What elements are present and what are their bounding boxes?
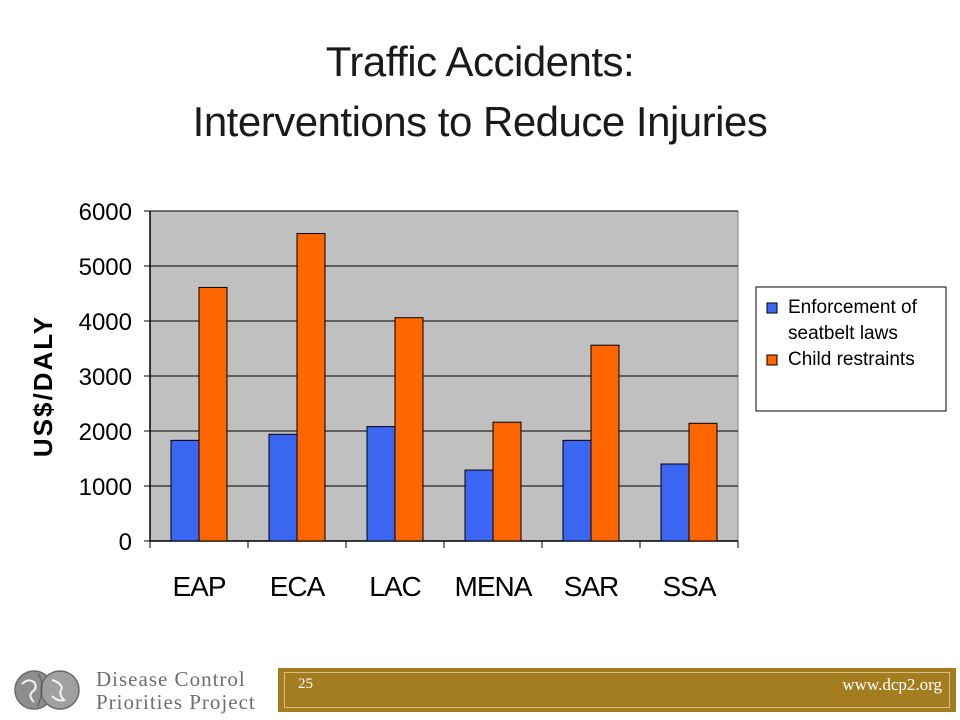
logo-line-2: Priorities Project	[96, 690, 256, 714]
y-tick-label: 3000	[79, 364, 132, 391]
x-tick-label: ECA	[270, 571, 326, 602]
bar-mena-series-1	[464, 469, 494, 542]
legend-swatch-series-2	[766, 354, 778, 366]
x-tick-label: EAP	[172, 571, 225, 602]
y-tick-label: 0	[119, 529, 132, 556]
x-tick-label: SSA	[662, 571, 716, 602]
x-tick-label: SAR	[564, 571, 619, 602]
logo-text: Disease Control Priorities Project	[96, 668, 256, 714]
x-tick-label: LAC	[369, 571, 421, 602]
bar-ssa-series-2	[688, 422, 718, 542]
bar-chart: 0 1000 2000 3000 4000 5000 6000 EAP ECA LAC MENA SA…	[28, 199, 947, 602]
page-number: 25	[298, 676, 313, 692]
bar-mena-series-2	[492, 421, 522, 542]
bar-sar-series-1	[562, 439, 592, 542]
site-url[interactable]: www.dcp2.org	[842, 675, 942, 694]
bar-ssa-series-1	[660, 463, 690, 542]
legend-box	[755, 286, 947, 412]
legend-swatch-series-1	[766, 302, 778, 314]
y-tick-label: 2000	[79, 419, 132, 446]
dcpp-logo: Disease Control Priorities Project	[8, 662, 278, 718]
legend-label-series-2: Child restraints	[788, 349, 915, 370]
globe-logo-icon	[14, 670, 80, 710]
y-tick-label: 4000	[79, 309, 132, 336]
y-tick-label: 6000	[79, 199, 132, 226]
bar-lac-series-2	[394, 317, 424, 542]
bar-eca-series-1	[268, 433, 298, 542]
bar-sar-series-2	[590, 344, 620, 542]
legend-label-series-1: seatbelt laws	[788, 323, 898, 344]
y-tick-label: 5000	[79, 254, 132, 281]
legend-label-series-1: Enforcement of	[788, 297, 918, 318]
bar-eap-series-2	[198, 286, 228, 542]
slide-title: Traffic Accidents: Interventions to Redu…	[0, 32, 960, 152]
x-tick-label: MENA	[455, 571, 533, 602]
bar-eap-series-1	[170, 439, 200, 542]
y-axis-label: US$/DALY	[28, 315, 58, 457]
y-tick-label: 1000	[79, 474, 132, 501]
logo-line-1: Disease Control	[96, 667, 246, 691]
footer-bar: 25 www.dcp2.org	[278, 668, 956, 712]
title-line-1: Traffic Accidents:	[325, 38, 635, 85]
bar-eca-series-2	[296, 233, 326, 542]
bar-lac-series-1	[366, 426, 396, 542]
title-line-2: Interventions to Reduce Injuries	[192, 98, 768, 145]
footer-bar-frame	[284, 672, 950, 708]
